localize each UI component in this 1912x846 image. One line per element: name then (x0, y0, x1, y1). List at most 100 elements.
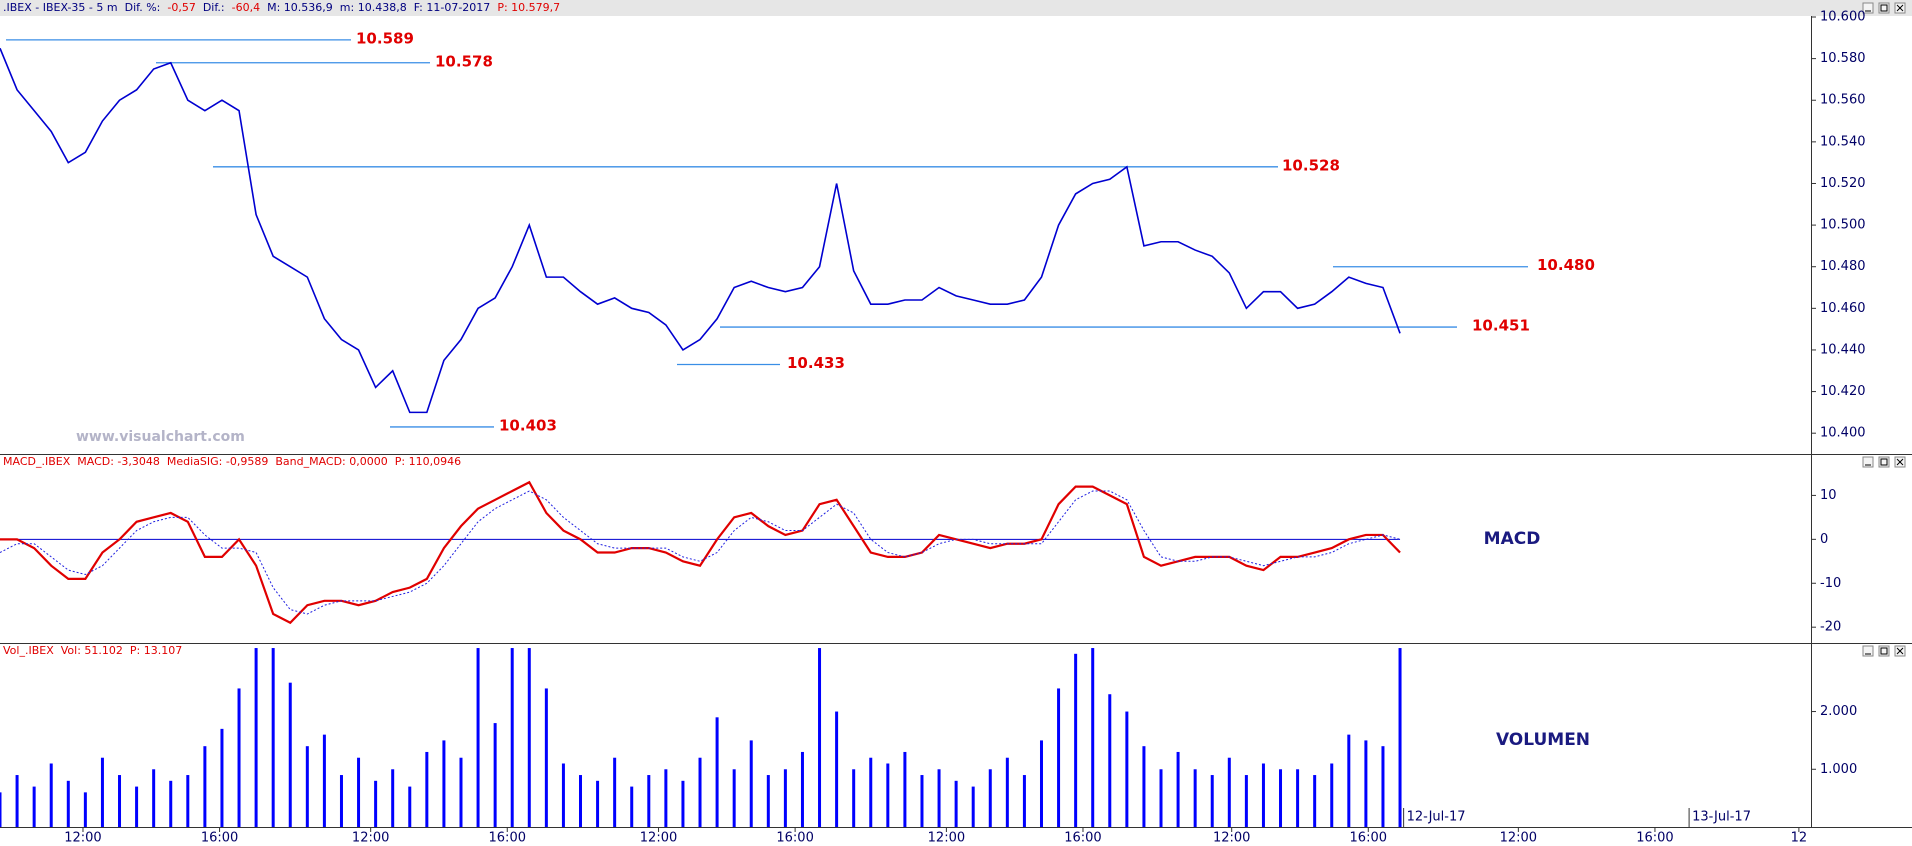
volume-bar (305, 746, 309, 827)
header-item: Vol: 51.102 (61, 644, 123, 657)
window-button (1878, 2, 1890, 14)
button-frame (1878, 645, 1890, 657)
volume-bar (339, 775, 343, 827)
volume-bar (527, 648, 531, 827)
y-tick-label: 10.500 (1820, 218, 1866, 233)
volume-bar (1381, 746, 1385, 827)
header-item: m: 10.438,8 (340, 1, 407, 14)
volume-bar (954, 780, 958, 827)
volume-bar (800, 751, 804, 827)
y-tick-label: 10.600 (1820, 10, 1866, 25)
header-item: .IBEX - IBEX-35 - 5 m (3, 1, 118, 14)
volume-bar (1347, 734, 1351, 827)
volume-bar (1261, 763, 1265, 827)
volume-bar (49, 763, 53, 827)
window-button (1894, 2, 1906, 14)
volume-bar (1398, 648, 1402, 827)
volume-bar (408, 786, 412, 827)
volume-bar (732, 769, 736, 827)
volume-bar (869, 757, 873, 827)
header-item: MACD: -3,3048 (77, 455, 160, 468)
header-item: -60,4 (232, 1, 260, 14)
volume-bar (818, 648, 822, 827)
button-glyph (1880, 458, 1888, 466)
y-tick-label: 10.560 (1820, 93, 1866, 108)
volume-bar (1176, 751, 1180, 827)
window-button (1894, 456, 1906, 468)
y-tick-label: -10 (1820, 576, 1841, 591)
volume-bar (32, 786, 36, 827)
volume-bar (1210, 775, 1214, 827)
y-tick-label: 10.400 (1820, 426, 1866, 441)
window-button (1862, 456, 1874, 468)
button-frame (1878, 456, 1890, 468)
volume-bar (1074, 653, 1078, 827)
volume-bar (152, 769, 156, 827)
volume-bar (220, 728, 224, 827)
volume-bar (681, 780, 685, 827)
volume-bar (1057, 688, 1061, 827)
volume-bar (425, 751, 429, 827)
button-frame (1862, 456, 1874, 468)
y-tick-label: 10.520 (1820, 176, 1866, 191)
header-item: F: 11-07-2017 (414, 1, 491, 14)
volume-bar (357, 757, 361, 827)
header-item: Band_MACD: 0,0000 (275, 455, 387, 468)
button-glyph (1896, 458, 1904, 466)
volume-bar (1330, 763, 1334, 827)
volume-bar (271, 648, 275, 827)
volume-bar (1193, 769, 1197, 827)
y-tick-label: 10.540 (1820, 134, 1866, 149)
volume-bar (1244, 775, 1248, 827)
volume-bar (254, 648, 258, 827)
volume-bar (1125, 711, 1129, 827)
watermark: www.visualchart.com (76, 429, 245, 445)
volume-bar (0, 792, 2, 827)
y-tick-label: 10.460 (1820, 301, 1866, 316)
volume-bar (783, 769, 787, 827)
volume-bar (630, 786, 634, 827)
volume-bar (118, 775, 122, 827)
volume-bar (835, 711, 839, 827)
volume-bar (1296, 769, 1300, 827)
price-line (0, 47, 1401, 414)
panel-header: Vol_.IBEX Vol: 51.102 P: 13.107 (3, 644, 182, 657)
header-item: Dif. %: (125, 1, 161, 14)
window-button (1862, 2, 1874, 14)
signal-line (0, 490, 1401, 615)
y-tick-label: 10.580 (1820, 51, 1866, 66)
button-glyph (1896, 4, 1904, 12)
x-tick-label: 12:00 (1500, 831, 1537, 846)
header-item: MediaSIG: -0,9589 (167, 455, 268, 468)
volume-bar (186, 775, 190, 827)
header-item: Vol_.IBEX (3, 644, 54, 657)
volume-bar (135, 786, 139, 827)
volume-bar (66, 780, 70, 827)
header-item: P: 110,0946 (395, 455, 461, 468)
level-label: 10.403 (499, 416, 557, 434)
volume-bar (647, 775, 651, 827)
volume-bar (544, 688, 548, 827)
level-label: 10.433 (787, 354, 845, 372)
volume-bar (971, 786, 975, 827)
x-tick-label: 16:00 (1064, 831, 1101, 846)
window-button (1894, 645, 1906, 657)
y-tick-label: 0 (1820, 532, 1828, 547)
volume-bar (988, 769, 992, 827)
volume-bar (579, 775, 583, 827)
x-tick-label: 12:00 (352, 831, 389, 846)
window-button (1878, 645, 1890, 657)
level-label: 10.528 (1282, 156, 1340, 174)
macd-line (0, 480, 1401, 625)
volume-bar (169, 780, 173, 827)
volume-bar (1159, 769, 1163, 827)
y-tick-label: 1.000 (1820, 762, 1857, 777)
volume-bar (1108, 694, 1112, 827)
panel-label: VOLUMEN (1496, 730, 1590, 750)
y-tick-label: 10.420 (1820, 384, 1866, 399)
volume-bar (391, 769, 395, 827)
level-label: 10.480 (1537, 256, 1595, 274)
volume-bar (937, 769, 941, 827)
button-glyph (1880, 4, 1888, 12)
